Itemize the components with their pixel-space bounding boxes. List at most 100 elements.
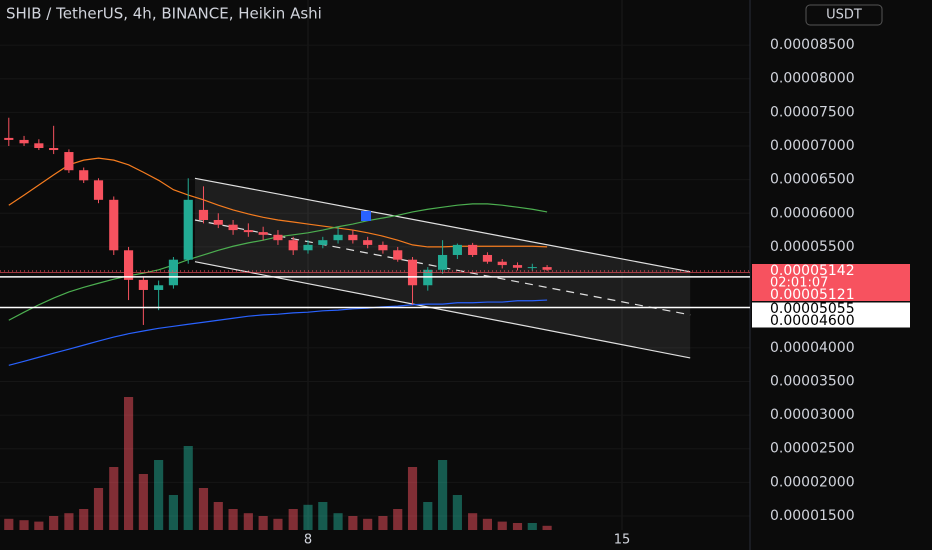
volume-bar xyxy=(198,488,209,530)
candle-body xyxy=(393,250,403,260)
candle-body xyxy=(258,232,268,235)
y-tick-label: 0.00008000 xyxy=(770,71,855,87)
y-tick-label: 0.00007500 xyxy=(770,104,855,120)
candle-body xyxy=(34,143,44,149)
volume-bar xyxy=(363,518,373,530)
candle-body xyxy=(79,170,89,181)
candle-body xyxy=(527,267,537,269)
volume-bar xyxy=(154,460,164,530)
x-tick-label: 8 xyxy=(304,533,312,548)
candle-body xyxy=(452,244,462,255)
volume-bar xyxy=(64,513,74,530)
candle-body xyxy=(497,261,507,266)
countdown-label: 02:01:07 xyxy=(770,276,828,291)
candle-body xyxy=(318,240,328,245)
candle-body xyxy=(198,209,209,220)
volume-bar xyxy=(333,513,343,530)
x-tick-label: 15 xyxy=(614,533,631,548)
y-tick-label: 0.00008500 xyxy=(770,37,855,53)
y-tick-label: 0.00003500 xyxy=(770,373,855,389)
volume-bar xyxy=(19,520,29,530)
volume-bar xyxy=(34,521,44,530)
candle-body xyxy=(138,279,148,290)
price-line-label: 0.00005121 xyxy=(770,287,855,303)
y-tick-label: 0.00007000 xyxy=(770,138,855,154)
volume-bar xyxy=(228,509,238,530)
candle-body xyxy=(213,220,223,225)
volume-bar xyxy=(482,518,493,530)
candle-body xyxy=(273,234,283,241)
volume-bar xyxy=(348,516,358,530)
marker-icon xyxy=(361,211,371,221)
y-tick-label: 0.00002500 xyxy=(770,441,855,457)
candle-body xyxy=(378,244,388,251)
volume-bar xyxy=(123,397,134,530)
candle-body xyxy=(228,224,238,231)
y-tick-label: 0.00003000 xyxy=(770,407,855,423)
volume-bar xyxy=(4,518,14,530)
candle-body xyxy=(64,152,74,171)
y-tick-label: 0.00004000 xyxy=(770,340,855,356)
channel-upper xyxy=(194,177,691,273)
candle-body xyxy=(512,265,523,268)
volume-bar xyxy=(452,495,462,530)
volume-bar xyxy=(273,518,283,530)
candle-body xyxy=(303,244,313,251)
candle-body xyxy=(542,267,552,270)
candle-body xyxy=(19,139,29,144)
volume-bar xyxy=(318,502,328,530)
volume-bar xyxy=(93,488,104,530)
volume-bar xyxy=(542,525,552,530)
candle-body xyxy=(123,250,134,280)
volume-bar xyxy=(378,516,388,530)
y-tick-label: 0.00001500 xyxy=(770,508,855,524)
last-price-label: 0.00005142 xyxy=(770,263,855,279)
volume-bar xyxy=(527,523,537,530)
price-label-box xyxy=(752,314,910,328)
volume-bar xyxy=(423,502,433,530)
currency-label: USDT xyxy=(826,8,862,23)
candle-body xyxy=(468,244,478,255)
candle-body xyxy=(109,199,119,251)
volume-bar xyxy=(168,495,179,530)
volume-bar xyxy=(49,516,59,530)
volume-bar xyxy=(468,513,478,530)
channel-lower xyxy=(194,261,691,359)
price-line-label: 0.00004600 xyxy=(770,313,855,329)
candle-body xyxy=(333,234,343,241)
volume-bar xyxy=(109,467,119,530)
volume-bar xyxy=(243,513,253,530)
candle-body xyxy=(243,230,253,233)
volume-bar xyxy=(393,509,403,530)
candle-body xyxy=(482,254,493,262)
last-price-box xyxy=(752,264,910,301)
volume-bar xyxy=(303,504,313,530)
ma-line xyxy=(8,299,548,366)
price-label-box xyxy=(752,302,910,316)
candle-body xyxy=(348,234,358,241)
volume-bar xyxy=(213,502,223,530)
currency-badge[interactable] xyxy=(805,4,883,26)
volume-bar xyxy=(438,460,448,530)
candle-body xyxy=(288,240,298,251)
candle-body xyxy=(93,180,104,200)
volume-bar xyxy=(79,509,89,530)
volume-bar xyxy=(288,509,298,530)
volume-bar xyxy=(407,467,418,530)
candle-body xyxy=(438,254,448,270)
y-tick-label: 0.00005500 xyxy=(770,239,855,255)
candle-body xyxy=(183,199,193,260)
volume-bar xyxy=(138,474,148,530)
candle-body xyxy=(154,285,164,290)
y-tick-label: 0.00006500 xyxy=(770,172,855,188)
volume-bar xyxy=(512,523,523,530)
price-line-label: 0.00005055 xyxy=(770,301,855,317)
candle-body xyxy=(363,240,373,245)
volume-bar xyxy=(183,446,193,530)
volume-bar xyxy=(258,516,268,530)
candle-body xyxy=(4,137,14,140)
chart-title: SHIB / TetherUS, 4h, BINANCE, Heikin Ash… xyxy=(6,5,322,23)
candle-body xyxy=(49,148,59,151)
